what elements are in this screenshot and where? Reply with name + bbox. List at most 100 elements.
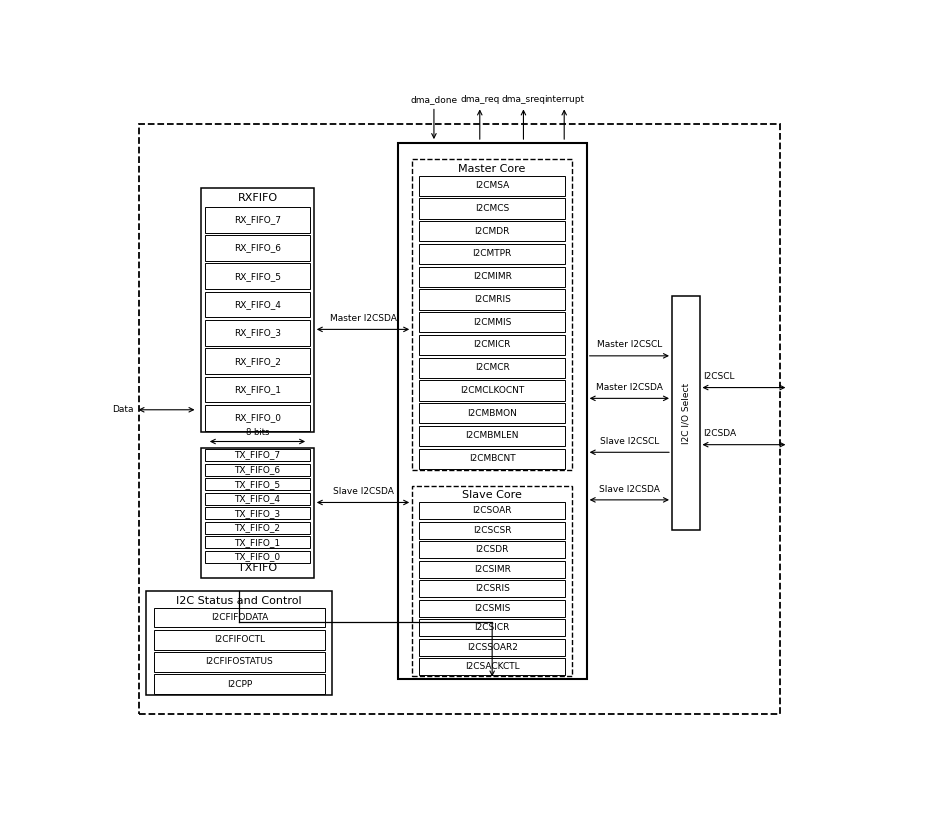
- Text: RX_FIFO_4: RX_FIFO_4: [234, 300, 281, 309]
- Bar: [412, 159, 572, 470]
- Text: I2C I/O Select: I2C I/O Select: [681, 382, 690, 443]
- Text: I2CSOAR: I2CSOAR: [472, 507, 512, 515]
- Text: TX_FIFO_5: TX_FIFO_5: [235, 480, 281, 489]
- Text: I2CSDA: I2CSDA: [703, 429, 736, 438]
- Text: Data: Data: [112, 405, 133, 414]
- Text: Slave I2CSDA: Slave I2CSDA: [599, 485, 660, 494]
- Bar: [420, 658, 565, 675]
- Bar: [154, 630, 325, 649]
- Text: I2CMICR: I2CMICR: [473, 340, 511, 349]
- Text: I2CMDR: I2CMDR: [474, 227, 510, 236]
- Bar: [397, 143, 587, 680]
- Text: RX_FIFO_6: RX_FIFO_6: [234, 243, 281, 252]
- Text: 8 bits: 8 bits: [246, 428, 269, 437]
- Bar: [420, 580, 565, 597]
- Bar: [420, 244, 565, 264]
- Bar: [205, 536, 310, 548]
- Bar: [420, 221, 565, 241]
- Bar: [201, 188, 314, 432]
- Bar: [420, 619, 565, 636]
- Text: dma_sreq: dma_sreq: [501, 95, 546, 104]
- Text: I2CSMIS: I2CSMIS: [474, 604, 510, 613]
- Bar: [420, 312, 565, 332]
- Bar: [154, 608, 325, 627]
- Text: I2CMBCNT: I2CMBCNT: [469, 454, 516, 463]
- Text: I2CSCSR: I2CSCSR: [473, 526, 512, 535]
- Bar: [420, 176, 565, 196]
- Text: dma_done: dma_done: [410, 95, 457, 104]
- Text: I2C Status and Control: I2C Status and Control: [177, 596, 302, 606]
- Text: I2CSDR: I2CSDR: [475, 545, 509, 555]
- Text: I2CMSA: I2CMSA: [475, 181, 509, 190]
- Text: I2CMIMR: I2CMIMR: [472, 272, 512, 281]
- Text: RX_FIFO_7: RX_FIFO_7: [234, 215, 281, 224]
- Bar: [205, 264, 310, 289]
- Text: Master I2CSCL: Master I2CSCL: [596, 340, 662, 349]
- Text: I2CMCR: I2CMCR: [475, 363, 510, 372]
- Text: Slave Core: Slave Core: [462, 490, 522, 500]
- Bar: [420, 381, 565, 400]
- Text: I2CMBMON: I2CMBMON: [468, 409, 517, 418]
- Bar: [201, 448, 314, 578]
- Bar: [154, 674, 325, 694]
- Text: RX_FIFO_5: RX_FIFO_5: [234, 272, 281, 281]
- Bar: [420, 358, 565, 378]
- Bar: [205, 292, 310, 317]
- Text: I2CMCS: I2CMCS: [475, 204, 509, 213]
- Bar: [205, 464, 310, 475]
- Text: I2CPP: I2CPP: [226, 680, 252, 689]
- Text: I2CSACKCTL: I2CSACKCTL: [465, 662, 519, 671]
- Text: Slave I2CSCL: Slave I2CSCL: [600, 437, 659, 446]
- Bar: [420, 267, 565, 287]
- Text: RX_FIFO_0: RX_FIFO_0: [234, 414, 281, 423]
- Bar: [420, 522, 565, 539]
- Text: I2CSICR: I2CSICR: [474, 623, 510, 632]
- Text: I2CMCLKOCNT: I2CMCLKOCNT: [460, 386, 524, 395]
- Text: I2CFIFOCTL: I2CFIFOCTL: [214, 635, 265, 644]
- Bar: [205, 522, 310, 534]
- Text: Slave I2CSDA: Slave I2CSDA: [332, 487, 393, 496]
- Text: interrupt: interrupt: [544, 95, 584, 104]
- Bar: [139, 124, 779, 714]
- Bar: [205, 235, 310, 261]
- Text: TX_FIFO_0: TX_FIFO_0: [235, 552, 281, 561]
- Bar: [420, 639, 565, 656]
- Bar: [672, 296, 700, 531]
- Text: Master Core: Master Core: [458, 164, 526, 174]
- Text: RXFIFO: RXFIFO: [238, 193, 278, 203]
- Bar: [420, 426, 565, 446]
- Text: TX_FIFO_4: TX_FIFO_4: [235, 494, 281, 503]
- Bar: [205, 507, 310, 519]
- Text: TXFIFO: TXFIFO: [238, 563, 277, 573]
- Text: I2CFIFOSTATUS: I2CFIFOSTATUS: [206, 658, 273, 667]
- Text: TX_FIFO_7: TX_FIFO_7: [235, 451, 281, 460]
- Bar: [205, 207, 310, 232]
- Bar: [154, 652, 325, 672]
- Bar: [420, 448, 565, 469]
- Text: TX_FIFO_3: TX_FIFO_3: [235, 508, 281, 517]
- Bar: [205, 349, 310, 374]
- Text: I2CSIMR: I2CSIMR: [473, 564, 511, 574]
- Bar: [420, 289, 565, 310]
- Bar: [420, 335, 565, 355]
- Bar: [420, 503, 565, 519]
- Text: TX_FIFO_6: TX_FIFO_6: [235, 465, 281, 474]
- Text: Master I2CSDA: Master I2CSDA: [330, 314, 396, 323]
- Bar: [420, 199, 565, 218]
- Text: RX_FIFO_1: RX_FIFO_1: [234, 385, 281, 394]
- Bar: [205, 449, 310, 461]
- Bar: [205, 320, 310, 346]
- Bar: [205, 493, 310, 504]
- Text: I2CSRIS: I2CSRIS: [475, 584, 510, 593]
- Text: I2CSCL: I2CSCL: [703, 372, 734, 382]
- Bar: [205, 550, 310, 563]
- Text: I2CSSOAR2: I2CSSOAR2: [467, 643, 517, 652]
- Bar: [420, 561, 565, 578]
- Text: I2CMMIS: I2CMMIS: [473, 318, 512, 327]
- Bar: [420, 403, 565, 424]
- Text: RX_FIFO_2: RX_FIFO_2: [234, 357, 281, 366]
- Text: dma_req: dma_req: [460, 95, 500, 104]
- Text: I2CMBMLEN: I2CMBMLEN: [466, 432, 519, 441]
- Bar: [420, 541, 565, 558]
- Text: I2CMRIS: I2CMRIS: [473, 295, 511, 304]
